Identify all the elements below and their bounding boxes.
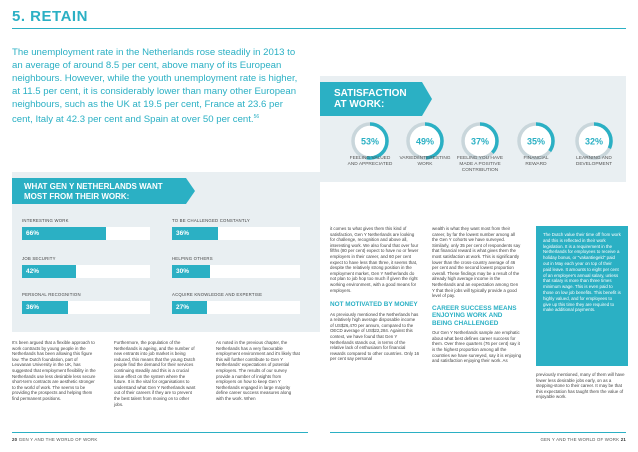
donut-fill — [517, 122, 555, 160]
satisfaction-item: 53% — [340, 120, 400, 162]
want-bar-track: 30% — [172, 265, 300, 278]
body-column-3: As noted in the previous chapter, the Ne… — [216, 340, 300, 401]
satisfaction-percentage: 49% — [416, 137, 434, 147]
want-bar-label: HELPING OTHERS — [172, 256, 213, 261]
want-bar: PERSONAL RECOGNITION 36% — [22, 292, 150, 314]
footer-rule-right — [330, 432, 626, 433]
satisfaction-label-line: CONTRIBUTION — [461, 167, 499, 173]
satisfaction-label-line: VARIED/INTERESTING — [399, 156, 451, 161]
satisfaction-donut: 32% — [575, 122, 613, 160]
satisfaction-label-line: FEELING VALUED — [349, 156, 391, 161]
satisfaction-heading: SATISFACTION AT WORK: — [320, 82, 432, 116]
want-bar-fill: 42% — [22, 265, 76, 278]
column-4-text-b: As previously mentioned the Netherlands … — [330, 311, 420, 362]
holiday-bonus-callout: The Dutch value their time off from work… — [536, 226, 628, 366]
satisfaction-heading-line1: SATISFACTION — [334, 88, 407, 99]
title-rule — [12, 28, 626, 29]
callout-text: The Dutch value their time off from work… — [543, 232, 621, 313]
want-bar-label: TO BE CHALLENGED CONSTANTLY — [172, 218, 250, 223]
donut-fill — [351, 122, 389, 160]
not-motivated-heading: NOT MOTIVATED BY MONEY — [330, 301, 418, 309]
what-heading-line1: WHAT GEN Y NETHERLANDS WANT — [24, 182, 163, 191]
footer-left-text: GEN Y AND THE WORLD OF WORK — [18, 437, 98, 442]
satisfaction-label-line: LEARNING AND — [576, 156, 612, 161]
what-gen-y-want-heading: WHAT GEN Y NETHERLANDS WANT MOST FROM TH… — [12, 178, 195, 204]
donut-fill — [461, 122, 499, 160]
page-number-right: 21 — [620, 437, 626, 442]
want-bar-fill: 66% — [22, 227, 106, 240]
footer-left: 20 GEN Y AND THE WORLD OF WORK — [12, 437, 98, 442]
want-bar-label: JOB SECURITY — [22, 256, 56, 261]
satisfaction-percentage: 37% — [471, 137, 489, 147]
want-bar-label: PERSONAL RECOGNITION — [22, 292, 81, 297]
want-bar-track: 27% — [172, 301, 300, 314]
footer-right-text: GEN Y AND THE WORLD OF WORK — [540, 437, 620, 442]
satisfaction-item: 37% — [450, 120, 510, 162]
body-column-6: previously mentioned, many of them will … — [536, 372, 625, 400]
want-bar-label: INTERESTING WORK — [22, 218, 69, 223]
satisfaction-label: FINANCIAL REWARD — [504, 156, 568, 168]
column-4-text-a: it comes to what gives them this kind of… — [330, 226, 419, 293]
what-heading-line2: MOST FROM THEIR WORK: — [24, 191, 130, 201]
intro-reference: 56 — [253, 114, 260, 120]
satisfaction-label-line: WORK — [417, 161, 433, 167]
satisfaction-donut: 35% — [517, 122, 555, 160]
satisfaction-item: 32% — [564, 120, 624, 162]
body-column-4: it comes to what gives them this kind of… — [330, 226, 420, 362]
career-success-heading: CAREER SUCCESS MEANS ENJOYING WORK AND B… — [432, 305, 522, 328]
body-column-2: Furthermore, the population of the Nethe… — [114, 340, 196, 407]
want-bar-track: 42% — [22, 265, 150, 278]
want-bar-fill: 36% — [172, 227, 218, 240]
satisfaction-label-line: DEVELOPMENT — [575, 161, 613, 167]
footer-right: GEN Y AND THE WORLD OF WORK 21 — [540, 437, 626, 442]
satisfaction-donut: 49% — [406, 122, 444, 160]
satisfaction-donut: 37% — [461, 122, 499, 160]
want-bar-track: 36% — [22, 301, 150, 314]
want-bar-fill: 36% — [22, 301, 68, 314]
body-column-1: It's been argued that a flexible approac… — [12, 340, 96, 401]
want-bar-fill: 27% — [172, 301, 207, 314]
column-5-text-b: Our Gen Y Netherlands sample are emphati… — [432, 330, 522, 364]
satisfaction-label: LEARNING AND DEVELOPMENT — [562, 156, 626, 168]
satisfaction-percentage: 53% — [361, 137, 379, 147]
want-bar-track: 36% — [172, 227, 300, 240]
intro-text: The unemployment rate in the Netherlands… — [12, 47, 298, 126]
donut-fill — [575, 122, 613, 160]
satisfaction-label-line: FINANCIAL — [523, 156, 549, 161]
column-5-text-a: wealth is what they want most from their… — [432, 226, 521, 299]
satisfaction-label: FEELING VALUED AND APPRECIATED — [338, 156, 402, 168]
want-bar: INTERESTING WORK 66% — [22, 218, 150, 240]
satisfaction-heading-line2: AT WORK: — [334, 99, 385, 110]
want-bar: HELPING OTHERS 30% — [172, 256, 300, 278]
satisfaction-label: VARIED/INTERESTING WORK — [393, 156, 457, 168]
want-bar-track: 66% — [22, 227, 150, 240]
career-heading-line2: ENJOYING WORK AND — [432, 312, 503, 320]
satisfaction-label-line: FEELING YOU HAVE — [456, 156, 504, 161]
want-bar: ACQUIRE KNOWLEDGE AND EXPERTISE 27% — [172, 292, 300, 314]
page-number-left: 20 — [12, 437, 18, 442]
want-bar: JOB SECURITY 42% — [22, 256, 150, 278]
satisfaction-label-line: REWARD — [525, 161, 547, 167]
career-heading-line3: BEING CHALLENGED — [432, 319, 499, 327]
satisfaction-item: 49% — [395, 120, 455, 162]
satisfaction-item: 35% — [506, 120, 566, 162]
career-heading-line1: CAREER SUCCESS MEANS — [432, 304, 517, 312]
want-bar: TO BE CHALLENGED CONSTANTLY 36% — [172, 218, 300, 240]
want-bar-label: ACQUIRE KNOWLEDGE AND EXPERTISE — [172, 292, 263, 297]
intro-paragraph: The unemployment rate in the Netherlands… — [12, 46, 304, 126]
want-bar-fill: 30% — [172, 265, 210, 278]
satisfaction-label-line: AND APPRECIATED — [347, 161, 393, 167]
page-title: 5. RETAIN — [12, 8, 88, 25]
satisfaction-donut: 53% — [351, 122, 389, 160]
satisfaction-label: FEELING YOU HAVE MADE A POSITIVE CONTRIBUT… — [448, 156, 512, 173]
donut-fill — [406, 122, 444, 160]
footer-rule-left — [12, 432, 308, 433]
satisfaction-label-line: MADE A POSITIVE — [459, 161, 501, 167]
satisfaction-percentage: 32% — [585, 137, 603, 147]
body-column-5: wealth is what they want most from their… — [432, 226, 522, 364]
satisfaction-percentage: 35% — [527, 137, 545, 147]
